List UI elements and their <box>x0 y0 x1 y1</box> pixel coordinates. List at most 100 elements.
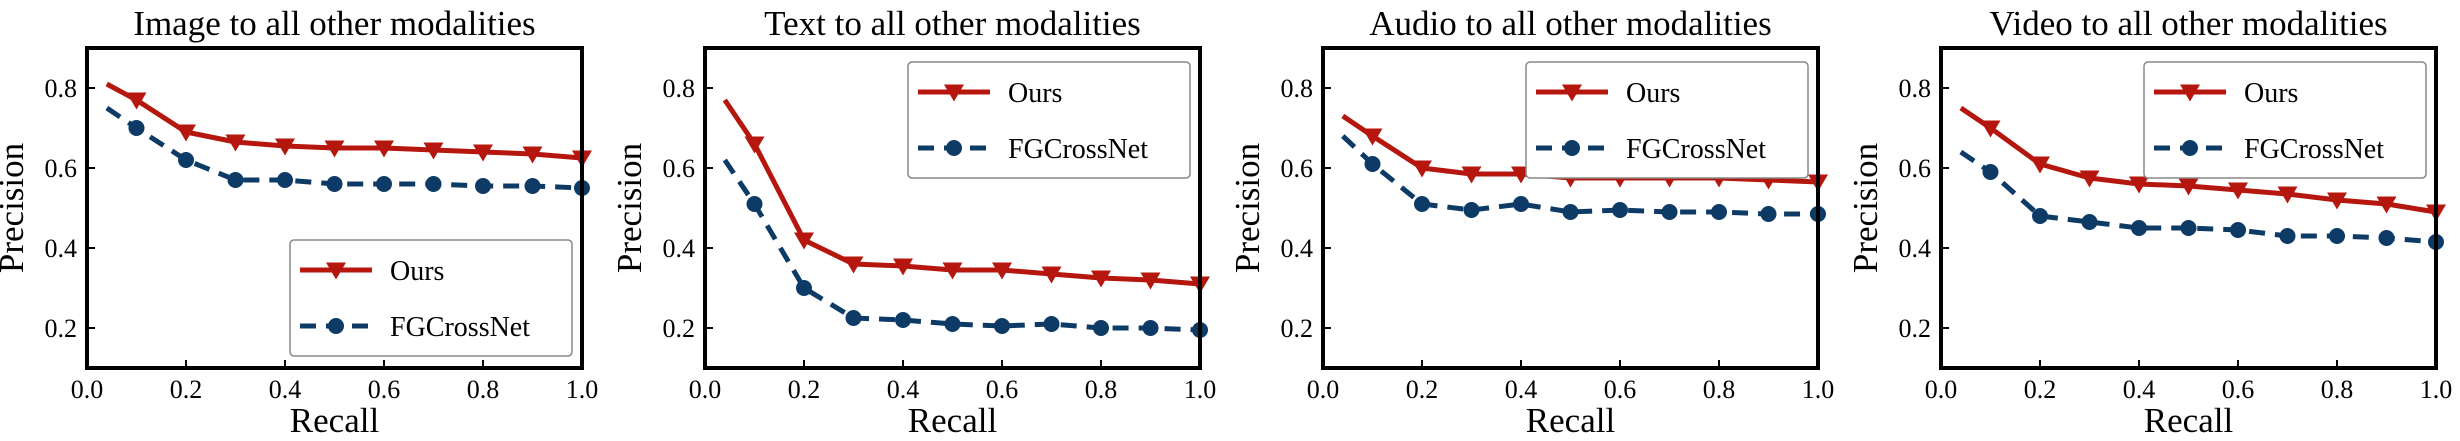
legend-label: Ours <box>2244 78 2298 109</box>
y-tick-label: 0.4 <box>1281 234 1314 263</box>
data-point-ours <box>2228 182 2248 200</box>
data-point-fgcrossnet <box>1093 320 1109 336</box>
plot-frame <box>85 46 584 370</box>
x-tick-label: 0.0 <box>689 375 722 404</box>
plot-frame <box>1939 46 2438 370</box>
data-point-ours <box>2277 186 2298 204</box>
data-point-fgcrossnet <box>1612 202 1628 218</box>
y-axis-label: Precision <box>610 143 649 273</box>
data-point-fgcrossnet <box>2131 220 2147 236</box>
y-tick-label: 0.6 <box>1899 154 1932 183</box>
data-point-fgcrossnet <box>944 316 961 332</box>
plot-frame <box>703 46 1202 370</box>
y-tick-label: 0.6 <box>663 154 696 183</box>
legend-marker-fgcrossnet <box>1564 140 1580 156</box>
x-tick-label: 1.0 <box>566 375 599 404</box>
chart-title: Audio to all other modalities <box>1369 4 1771 43</box>
data-point-fgcrossnet <box>2230 222 2246 238</box>
y-tick-label: 0.6 <box>45 154 78 183</box>
data-point-ours <box>2178 178 2199 196</box>
x-axis-label: Recall <box>908 401 998 440</box>
x-tick-label: 1.0 <box>1802 375 1835 404</box>
chart-title: Video to all other modalities <box>1989 4 2387 43</box>
data-point-ours <box>522 146 543 164</box>
y-tick-label: 0.6 <box>1281 154 1314 183</box>
data-point-fgcrossnet <box>425 176 442 192</box>
data-point-fgcrossnet <box>376 176 392 192</box>
legend: Ours FGCrossNet <box>907 61 1191 179</box>
data-point-ours <box>473 144 493 162</box>
x-tick-label: 0.8 <box>2321 375 2354 404</box>
data-point-ours <box>1041 266 1062 284</box>
legend-marker-ours <box>326 262 346 280</box>
y-axis-label: Precision <box>1228 143 1267 273</box>
y-tick-label: 0.2 <box>1281 314 1314 343</box>
data-point-ours <box>1362 128 1383 146</box>
x-tick-label: 0.8 <box>1703 375 1736 404</box>
y-axis-label: Precision <box>0 143 31 273</box>
data-point-ours <box>843 256 864 274</box>
x-axis-label: Recall <box>290 401 380 440</box>
x-tick-label: 0.4 <box>1505 375 1538 404</box>
data-point-fgcrossnet <box>845 310 862 326</box>
data-point-ours <box>374 140 394 158</box>
data-point-fgcrossnet <box>326 176 343 192</box>
y-tick-label: 0.4 <box>663 234 696 263</box>
data-point-fgcrossnet <box>895 312 911 328</box>
y-tick-label: 0.8 <box>1281 74 1314 103</box>
chart-title: Text to all other modalities <box>764 4 1141 43</box>
series-line-fgcrossnet <box>1341 134 1818 217</box>
data-point-fgcrossnet <box>475 178 491 194</box>
legend: Ours FGCrossNet <box>2143 61 2427 179</box>
data-point-ours <box>794 232 814 250</box>
data-point-ours <box>744 136 765 154</box>
data-point-fgcrossnet <box>1043 316 1060 332</box>
y-tick-label: 0.4 <box>45 234 78 263</box>
y-tick-label: 0.2 <box>45 314 78 343</box>
data-point-ours <box>992 262 1012 280</box>
legend-marker-fgcrossnet <box>946 140 962 156</box>
x-axis-label: Recall <box>2144 401 2234 440</box>
legend-label: FGCrossNet <box>390 312 530 343</box>
x-tick-label: 0.2 <box>788 375 821 404</box>
y-tick-label: 0.2 <box>663 314 696 343</box>
x-tick-label: 0.4 <box>887 375 920 404</box>
x-tick-label: 0.0 <box>1307 375 1340 404</box>
legend-marker-fgcrossnet <box>328 318 344 334</box>
data-point-fgcrossnet <box>128 120 145 136</box>
data-point-ours <box>2376 196 2397 214</box>
x-tick-label: 0.2 <box>1406 375 1439 404</box>
data-point-ours <box>2129 176 2149 194</box>
y-axis-label: Precision <box>1846 143 1885 273</box>
legend-label: FGCrossNet <box>1626 134 1766 165</box>
y-tick-label: 0.8 <box>663 74 696 103</box>
data-point-ours <box>1980 120 2001 138</box>
data-point-fgcrossnet <box>1711 204 1727 220</box>
chart-panel-2: Text to all other modalities 0.0 0.2 0.4 0.6… <box>610 4 1216 440</box>
data-point-ours <box>2030 156 2050 174</box>
data-point-fgcrossnet <box>2378 230 2395 246</box>
data-point-ours <box>2079 170 2100 188</box>
data-point-fgcrossnet <box>277 172 293 188</box>
y-tick-label: 0.8 <box>1899 74 1932 103</box>
data-point-ours <box>893 258 913 276</box>
data-point-fgcrossnet <box>796 280 812 296</box>
data-point-fgcrossnet <box>746 196 763 212</box>
data-point-ours <box>1091 270 1111 288</box>
x-tick-label: 0.6 <box>368 375 401 404</box>
y-tick-label: 0.8 <box>45 74 78 103</box>
series-line-fgcrossnet <box>1959 149 2437 245</box>
plot-frame <box>1321 46 1820 370</box>
data-point-ours <box>1140 272 1161 290</box>
data-point-ours <box>2327 192 2347 210</box>
legend-label: Ours <box>1008 78 1062 109</box>
chart-title: Image to all other modalities <box>133 4 535 43</box>
chart-panel-1: Image to all other modalities 0.0 0.2 0.4 0.… <box>0 4 598 440</box>
data-point-ours <box>423 142 444 160</box>
y-tick-label: 0.4 <box>1899 234 1932 263</box>
x-tick-label: 0.4 <box>2123 375 2156 404</box>
x-tick-label: 0.6 <box>1604 375 1637 404</box>
x-tick-label: 1.0 <box>1184 375 1217 404</box>
x-tick-label: 0.0 <box>1925 375 1958 404</box>
